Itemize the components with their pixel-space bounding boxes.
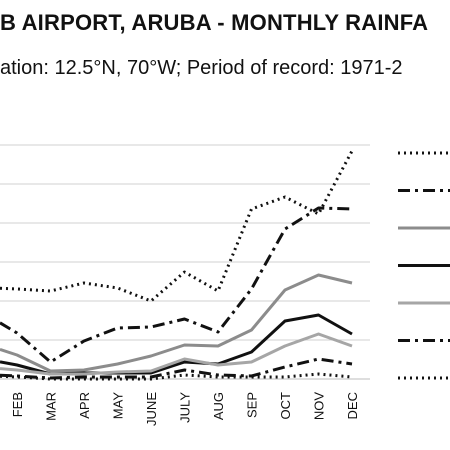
x-tick-label: APR — [77, 392, 92, 419]
x-tick-label: NOV — [312, 392, 327, 421]
x-tick-label: MAY — [111, 392, 126, 420]
x-tick-label: AUG — [211, 392, 226, 420]
x-tick-label: SEP — [245, 392, 260, 418]
x-tick-label: OCT — [278, 392, 293, 420]
x-tick-label: JULY — [178, 392, 193, 423]
gridlines — [0, 144, 370, 341]
series-line-3 — [0, 273, 353, 373]
legend — [398, 151, 450, 380]
x-tick-label: JUNE — [144, 392, 159, 426]
series-line-2 — [0, 206, 353, 364]
series-line-6 — [0, 357, 353, 380]
series-line-5 — [0, 332, 353, 376]
series-line-1 — [0, 150, 354, 303]
x-tick-label: MAR — [44, 392, 59, 421]
x-tick-label: FEB — [10, 392, 25, 417]
x-tick-label: DEC — [345, 392, 360, 419]
chart-subtitle: ation: 12.5°N, 70°W; Period of record: 1… — [0, 57, 403, 79]
series-lines — [0, 150, 354, 381]
chart-title: B AIRPORT, ARUBA - MONTHLY RAINFA — [0, 10, 429, 35]
x-tick-labels: FEB MAR APR MAY JUNE JULY AUG SEP OCT NOV DEC — [10, 392, 360, 426]
